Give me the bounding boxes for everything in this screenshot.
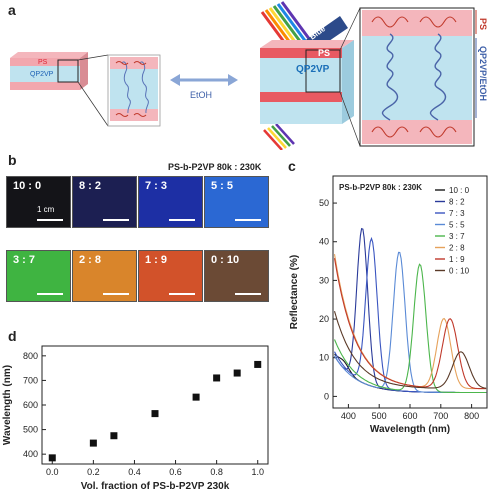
photo-ratio-label: 2 : 8 — [79, 254, 102, 266]
left-qp2vp-label: QP2VP — [30, 71, 54, 78]
legend-label: 7 : 3 — [449, 209, 465, 218]
schematic-diagram: PS QP2VP EtOH Blue — [10, 1, 488, 150]
y-axis-label: Reflectance (%) — [289, 255, 300, 329]
scale-bar — [103, 293, 129, 295]
series-line — [333, 258, 487, 390]
right-zoom-box — [359, 7, 477, 147]
data-point — [192, 393, 200, 401]
series-line — [333, 263, 487, 394]
x-tick-label: 500 — [372, 411, 387, 421]
scale-bar — [169, 219, 195, 221]
x-tick-label: 1.0 — [251, 467, 264, 477]
photo-tile-3: 7 : 3 — [138, 176, 203, 228]
series-line — [333, 311, 487, 389]
panel-label-a: a — [8, 2, 16, 18]
right-film — [260, 40, 354, 124]
panel-label-b: b — [8, 152, 17, 168]
zoom-qp2vp-label: QP2VP/EtOH — [478, 46, 488, 101]
plot-frame — [41, 345, 269, 465]
y-tick-label: 400 — [23, 449, 38, 459]
legend-label: 8 : 2 — [449, 198, 465, 207]
photo-tile-4: 5 : 5 — [204, 176, 269, 228]
x-axis-label: Vol. fraction of PS-b-P2VP 230k — [81, 481, 230, 492]
data-point — [254, 360, 262, 368]
etoh-label: EtOH — [190, 90, 212, 100]
y-tick-label: 10 — [319, 353, 329, 363]
scale-bar — [103, 219, 129, 221]
y-tick-label: 700 — [23, 375, 38, 385]
data-point — [233, 369, 241, 377]
x-axis-label: Wavelength (nm) — [370, 424, 450, 435]
scale-bar — [37, 293, 63, 295]
data-point — [89, 439, 97, 447]
scale-bar-label: 1 cm — [37, 205, 55, 214]
legend-label: 2 : 8 — [449, 244, 465, 253]
x-tick-label: 0.2 — [87, 467, 100, 477]
x-tick-label: 400 — [341, 411, 356, 421]
photos-header: PS-b-P2VP 80k : 230K — [168, 162, 262, 172]
scale-bar — [37, 219, 63, 221]
x-tick-label: 0.0 — [46, 467, 59, 477]
panel-label-c: c — [288, 158, 296, 174]
reflectance-chart: 400 500 600 700 800 0 10 20 30 40 50 Wavelength (nm… — [289, 175, 488, 435]
legend-label: 5 : 5 — [449, 221, 465, 230]
panel-label-d: d — [8, 328, 17, 344]
swelling-arrow — [170, 74, 238, 86]
x-tick-label: 600 — [402, 411, 417, 421]
left-film — [10, 52, 88, 90]
scale-bar — [235, 219, 261, 221]
photo-tile-2: 8 : 2 — [72, 176, 137, 228]
legend-label: 3 : 7 — [449, 232, 465, 241]
left-zoom-box — [107, 54, 161, 127]
wavelength-scatter-chart: 0.0 0.2 0.4 0.6 0.8 1.0 400 500 600 700 800 Vol. fr… — [2, 345, 269, 492]
legend-label: 10 : 0 — [449, 186, 470, 195]
y-tick-label: 40 — [319, 237, 329, 247]
photo-ratio-label: 0 : 10 — [211, 254, 240, 266]
data-point — [151, 410, 159, 418]
x-tick-label: 700 — [433, 411, 448, 421]
photo-tile-8: 0 : 10 — [204, 250, 269, 302]
data-point — [48, 454, 56, 462]
scale-bar — [169, 293, 195, 295]
legend-label: 0 : 10 — [449, 267, 470, 276]
photo-ratio-label: 8 : 2 — [79, 180, 102, 192]
photo-tile-7: 1 : 9 — [138, 250, 203, 302]
y-tick-label: 20 — [319, 314, 329, 324]
photo-ratio-label: 5 : 5 — [211, 180, 234, 192]
y-tick-label: 50 — [319, 198, 329, 208]
y-axis-label: Wavelength (nm) — [2, 365, 13, 445]
photo-ratio-label: 3 : 7 — [13, 254, 36, 266]
zoom-ps-label: PS — [478, 18, 488, 30]
photo-ratio-label: 10 : 0 — [13, 180, 42, 192]
chart-title: PS-b-P2VP 80k : 230K — [339, 183, 422, 192]
left-ps-label: PS — [38, 59, 48, 66]
legend-label: 1 : 9 — [449, 255, 465, 264]
x-tick-label: 800 — [464, 411, 479, 421]
y-tick-label: 0 — [324, 391, 329, 401]
scale-bar — [235, 293, 261, 295]
data-point — [110, 432, 118, 440]
x-tick-label: 0.6 — [169, 467, 182, 477]
y-tick-label: 800 — [23, 351, 38, 361]
photo-ratio-label: 1 : 9 — [145, 254, 168, 266]
x-tick-label: 0.4 — [128, 467, 141, 477]
photo-ratio-label: 7 : 3 — [145, 180, 168, 192]
data-point — [213, 374, 221, 382]
right-ps-label: PS — [318, 48, 330, 58]
photo-tile-5: 3 : 7 — [6, 250, 71, 302]
right-qp2vp-label: QP2VP — [296, 64, 330, 75]
photo-tile-1: 10 : 0 1 cm — [6, 176, 71, 228]
y-tick-label: 600 — [23, 400, 38, 410]
y-tick-label: 30 — [319, 275, 329, 285]
photo-tile-6: 2 : 8 — [72, 250, 137, 302]
y-tick-label: 500 — [23, 425, 38, 435]
x-tick-label: 0.8 — [210, 467, 223, 477]
